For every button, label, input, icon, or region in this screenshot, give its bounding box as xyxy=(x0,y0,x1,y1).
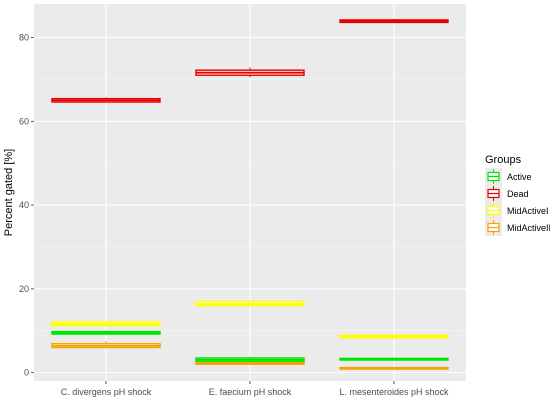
y-tick-label: 20 xyxy=(19,284,29,294)
box-dead xyxy=(339,19,449,24)
legend-item-midactivei: MidActiveI xyxy=(485,202,549,219)
grid-lines xyxy=(34,4,466,381)
box-midactivei xyxy=(195,300,305,307)
box-active xyxy=(195,356,305,363)
legend-label: Dead xyxy=(507,189,529,199)
x-tick-label: C. divergens pH shock xyxy=(61,387,152,397)
legend-item-midactiveii: MidActiveII xyxy=(485,219,550,236)
legend: Active Dead MidActiveI MidActiveII xyxy=(485,168,550,236)
y-tick-label: 40 xyxy=(19,200,29,210)
box-midactiveii xyxy=(51,341,161,349)
box-midactivei xyxy=(51,321,161,327)
y-tick-label: 80 xyxy=(19,33,29,43)
x-tick-label: L. mesenteroides pH shock xyxy=(339,387,449,397)
box-active xyxy=(51,330,161,335)
box-midactiveii xyxy=(339,366,449,370)
box-midactivei xyxy=(339,334,449,339)
box-marks xyxy=(51,19,449,370)
legend-title: Groups xyxy=(485,154,522,166)
y-axis-ticks: 0 20 40 60 80 xyxy=(19,33,34,378)
legend-item-active: Active xyxy=(485,168,532,185)
y-tick-label: 60 xyxy=(19,116,29,126)
box-active xyxy=(339,357,449,361)
y-tick-label: 0 xyxy=(24,368,29,378)
y-axis-title: Percent gated [%] xyxy=(3,149,15,236)
box-dead xyxy=(51,97,161,103)
x-tick-label: E. faecium pH shock xyxy=(209,387,292,397)
legend-label: Active xyxy=(507,172,532,182)
box-midactiveii xyxy=(195,361,305,365)
legend-label: MidActiveI xyxy=(507,206,549,216)
box-dead xyxy=(195,67,305,78)
legend-item-dead: Dead xyxy=(485,185,529,202)
legend-label: MidActiveII xyxy=(507,223,550,233)
x-axis-ticks: C. divergens pH shock E. faecium pH shock… xyxy=(61,381,449,397)
